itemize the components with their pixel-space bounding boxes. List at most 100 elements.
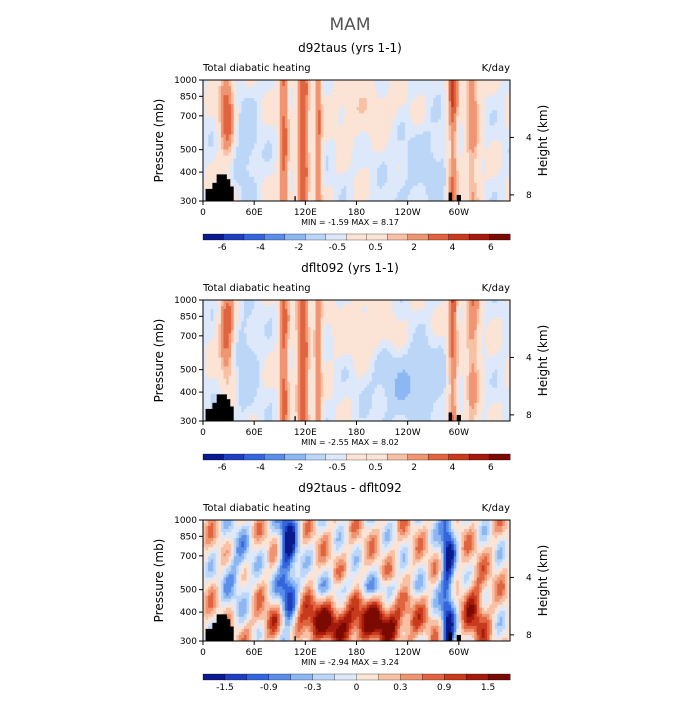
heatmap-cell [231,150,234,153]
heatmap-cell [464,86,467,89]
heatmap-cell [436,80,439,83]
heatmap-cell [252,128,255,131]
heatmap-cell [492,92,495,95]
heatmap-cell [418,116,421,119]
heatmap-cell [428,159,431,162]
heatmap-cell [369,147,372,150]
heatmap-cell [341,180,344,183]
heatmap-cell [436,101,439,104]
heatmap-cell [423,122,426,125]
heatmap-cell [387,192,390,195]
heatmap-cell [287,147,290,150]
heatmap-cell [211,141,214,144]
heatmap-cell [277,174,280,177]
heatmap-cell [484,150,487,153]
heatmap-cell [369,156,372,159]
heatmap-cell [277,122,280,125]
heatmap-cell [477,156,480,159]
heatmap-cell [415,104,418,107]
heatmap-cell [467,119,470,122]
heatmap-cell [374,195,377,198]
heatmap-cell [226,86,229,89]
heatmap-cell [479,144,482,147]
heatmap-cell [497,137,500,140]
heatmap-cell [390,83,393,86]
heatmap-cell [287,104,290,107]
heatmap-cell [313,119,316,122]
heatmap-cell [395,104,398,107]
heatmap-cell [382,110,385,113]
heatmap-cell [497,156,500,159]
heatmap-cell [426,150,429,153]
heatmap-cell [420,159,423,162]
heatmap-cell [344,192,347,195]
heatmap-cell [318,183,321,186]
heatmap-cell [431,144,434,147]
heatmap-cell [239,86,242,89]
heatmap-cell [469,101,472,104]
heatmap-cell [300,300,303,303]
heatmap-cell [333,95,336,98]
heatmap-cell [487,125,490,128]
heatmap-cell [280,125,283,128]
heatmap-cell [436,86,439,89]
heatmap-cell [270,86,273,89]
heatmap-cell [428,168,431,171]
heatmap-cell [321,156,324,159]
heatmap-cell [461,116,464,119]
heatmap-cell [239,156,242,159]
heatmap-cell [369,131,372,134]
heatmap-cell [267,300,270,303]
heatmap-cell [385,162,388,165]
heatmap-cell [436,107,439,110]
heatmap-cell [441,98,444,101]
heatmap-cell [341,189,344,192]
heatmap-cell [467,189,470,192]
heatmap-cell [400,189,403,192]
heatmap-cell [249,86,252,89]
heatmap-cell [436,144,439,147]
heatmap-cell [364,168,367,171]
heatmap-cell [482,168,485,171]
heatmap-cell [497,128,500,131]
heatmap-cell [495,98,498,101]
heatmap-cell [362,156,365,159]
heatmap-cell [339,98,342,101]
heatmap-cell [333,153,336,156]
heatmap-cell [469,83,472,86]
heatmap-cell [223,147,226,150]
heatmap-cell [321,119,324,122]
y-axis-label-right: Height (km) [536,105,550,176]
heatmap-cell [487,180,490,183]
heatmap-cell [456,168,459,171]
heatmap-cell [431,119,434,122]
heatmap-cell [339,101,342,104]
heatmap-cell [397,113,400,116]
heatmap-cell [293,80,296,83]
heatmap-cell [213,92,216,95]
heatmap-cell [380,159,383,162]
heatmap-cell [280,92,283,95]
heatmap-cell [357,83,360,86]
heatmap-cell [262,141,265,144]
heatmap-cell [213,147,216,150]
heatmap-cell [218,89,221,92]
heatmap-cell [477,189,480,192]
heatmap-cell [433,189,436,192]
heatmap-cell [451,165,454,168]
heatmap-cell [346,195,349,198]
heatmap-cell [254,83,257,86]
heatmap-cell [408,171,411,174]
heatmap-cell [484,134,487,137]
heatmap-cell [339,137,342,140]
heatmap-cell [234,137,237,140]
heatmap-cell [328,141,331,144]
heatmap-cell [438,174,441,177]
heatmap-cell [282,177,285,180]
heatmap-cell [351,125,354,128]
heatmap-cell [333,300,336,303]
colorbar-label: -6 [218,243,227,253]
panel-subtitle-right: K/day [482,63,510,74]
heatmap-cell [239,192,242,195]
